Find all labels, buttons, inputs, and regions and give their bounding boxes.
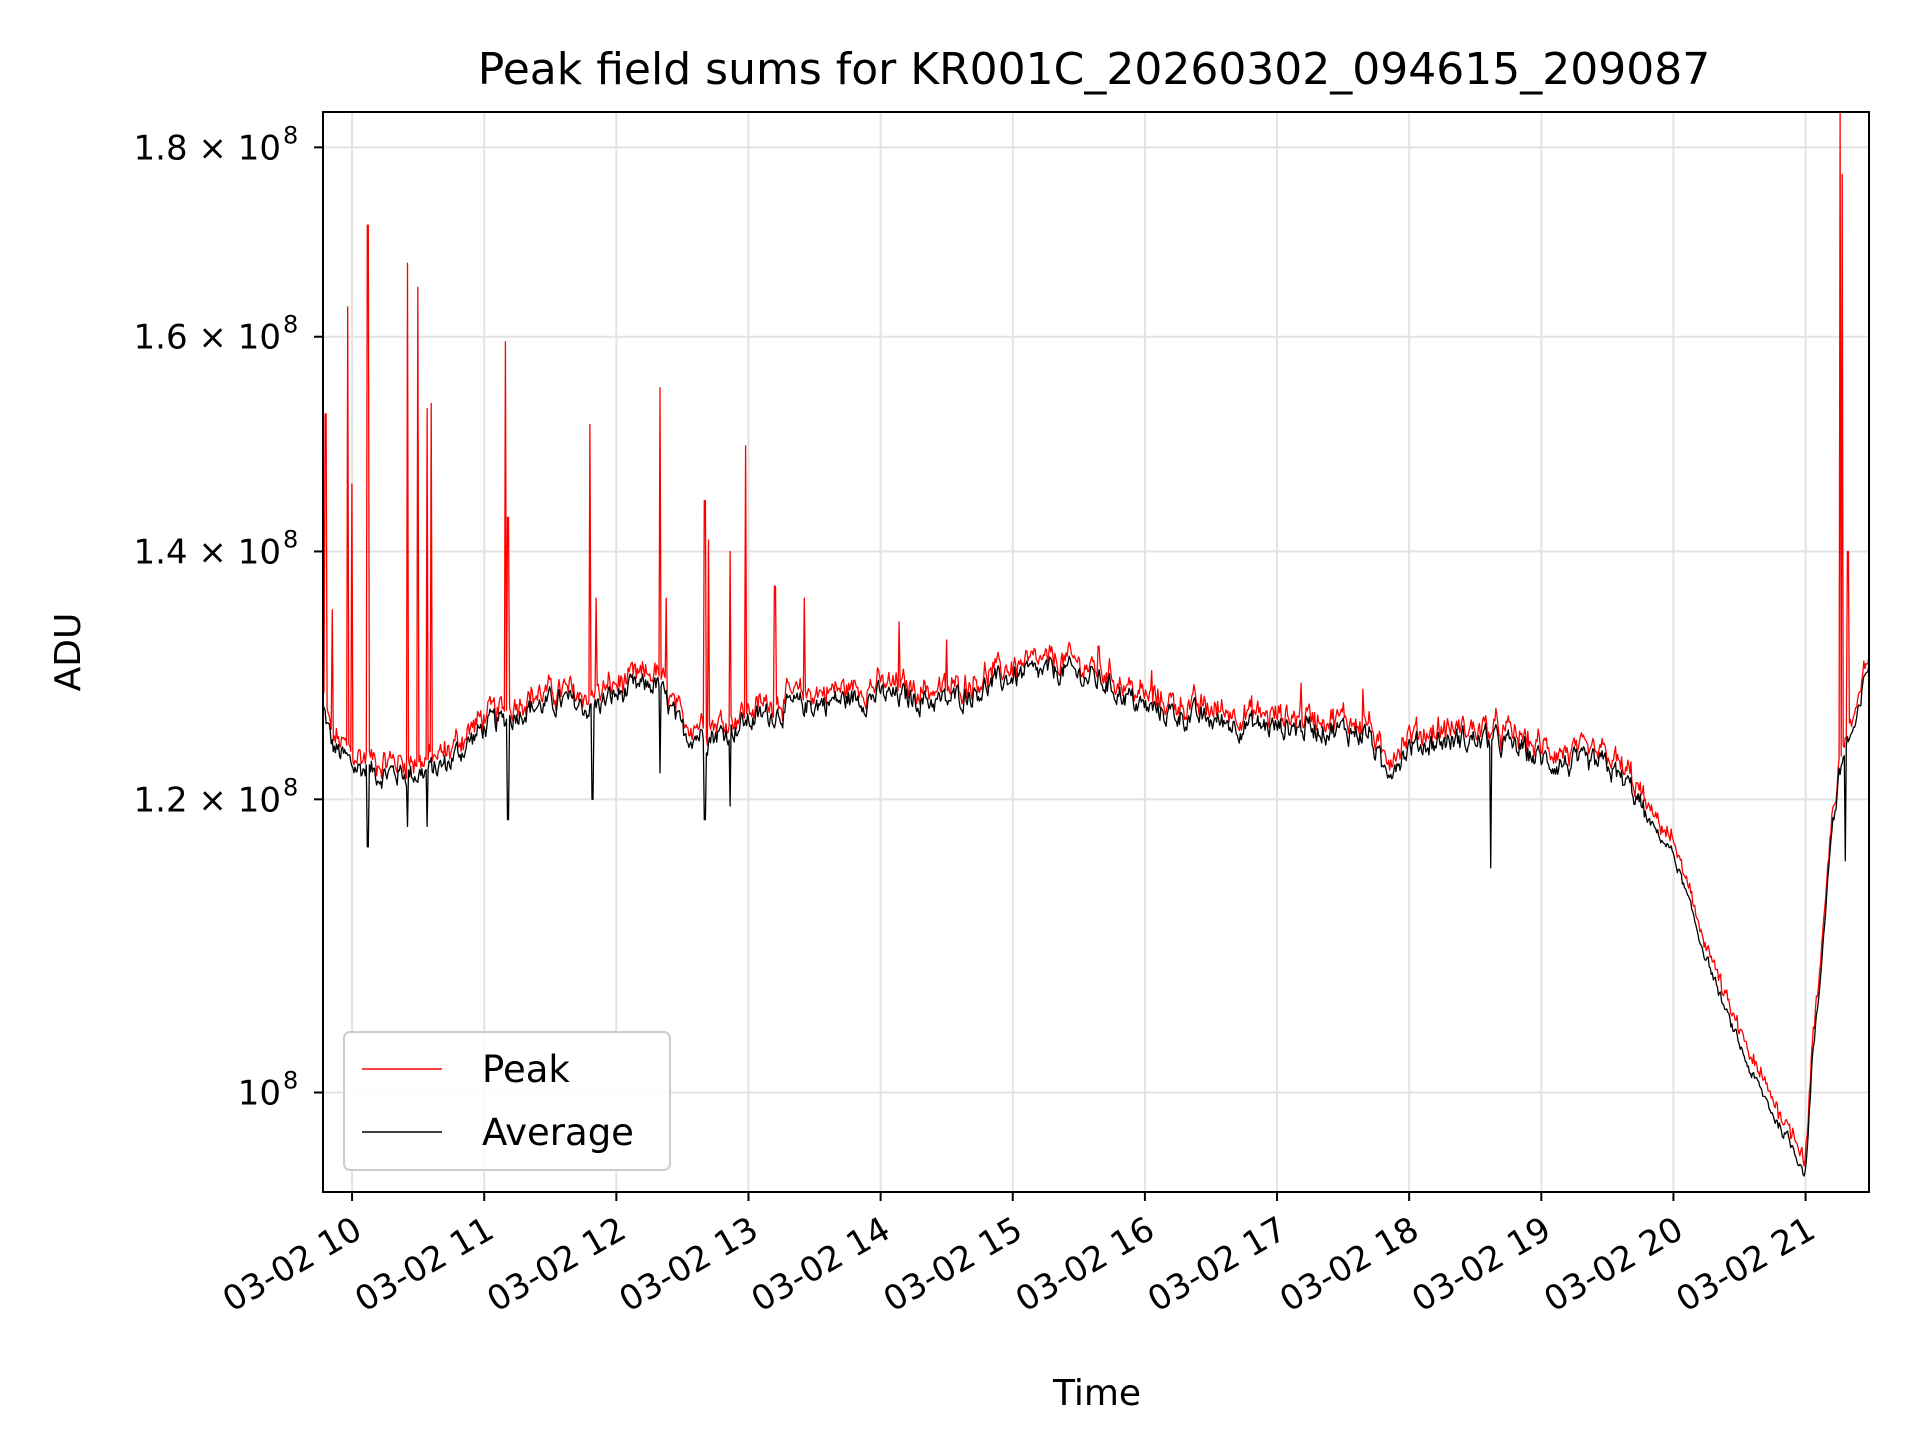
y-tick-base: 10 <box>238 1074 281 1114</box>
y-tick-label: 1.2 × 10 <box>134 780 281 820</box>
plot-frame <box>322 111 1870 1193</box>
y-tick-base: 1.4 × 10 <box>134 532 281 572</box>
grid-lines <box>323 112 1869 1192</box>
average-series-line <box>323 655 1869 1177</box>
y-tick-label: 1.6 × 10 <box>134 318 281 358</box>
y-tick-base: 1.2 × 10 <box>134 780 281 820</box>
y-axis-ticks: 10 81.2 × 10 81.4 × 10 81.6 × 10 81.8 × 10 8 <box>134 121 323 1114</box>
y-tick-exponent: 8 <box>283 121 298 149</box>
legend: Peak Average <box>343 1031 671 1171</box>
y-tick-base: 1.8 × 10 <box>134 128 281 168</box>
plot-series <box>323 112 1869 1177</box>
y-tick-exponent: 8 <box>283 311 298 339</box>
legend-box <box>343 1031 671 1171</box>
legend-average-label: Average <box>482 1111 634 1154</box>
x-axis-label: Time <box>1052 1373 1141 1414</box>
chart-title: Peak field sums for KR001C_20260302_0946… <box>478 44 1710 95</box>
y-tick-label: 10 <box>238 1074 281 1114</box>
y-tick-exponent: 8 <box>283 773 298 801</box>
y-tick-base: 1.6 × 10 <box>134 318 281 358</box>
peak-series-line <box>323 112 1869 1167</box>
legend-peak-label: Peak <box>482 1048 570 1091</box>
y-tick-exponent: 8 <box>283 1067 298 1095</box>
y-tick-label: 1.4 × 10 <box>134 532 281 572</box>
y-tick-label: 1.8 × 10 <box>134 128 281 168</box>
y-axis-label: ADU <box>48 613 89 692</box>
y-tick-exponent: 8 <box>283 525 298 553</box>
